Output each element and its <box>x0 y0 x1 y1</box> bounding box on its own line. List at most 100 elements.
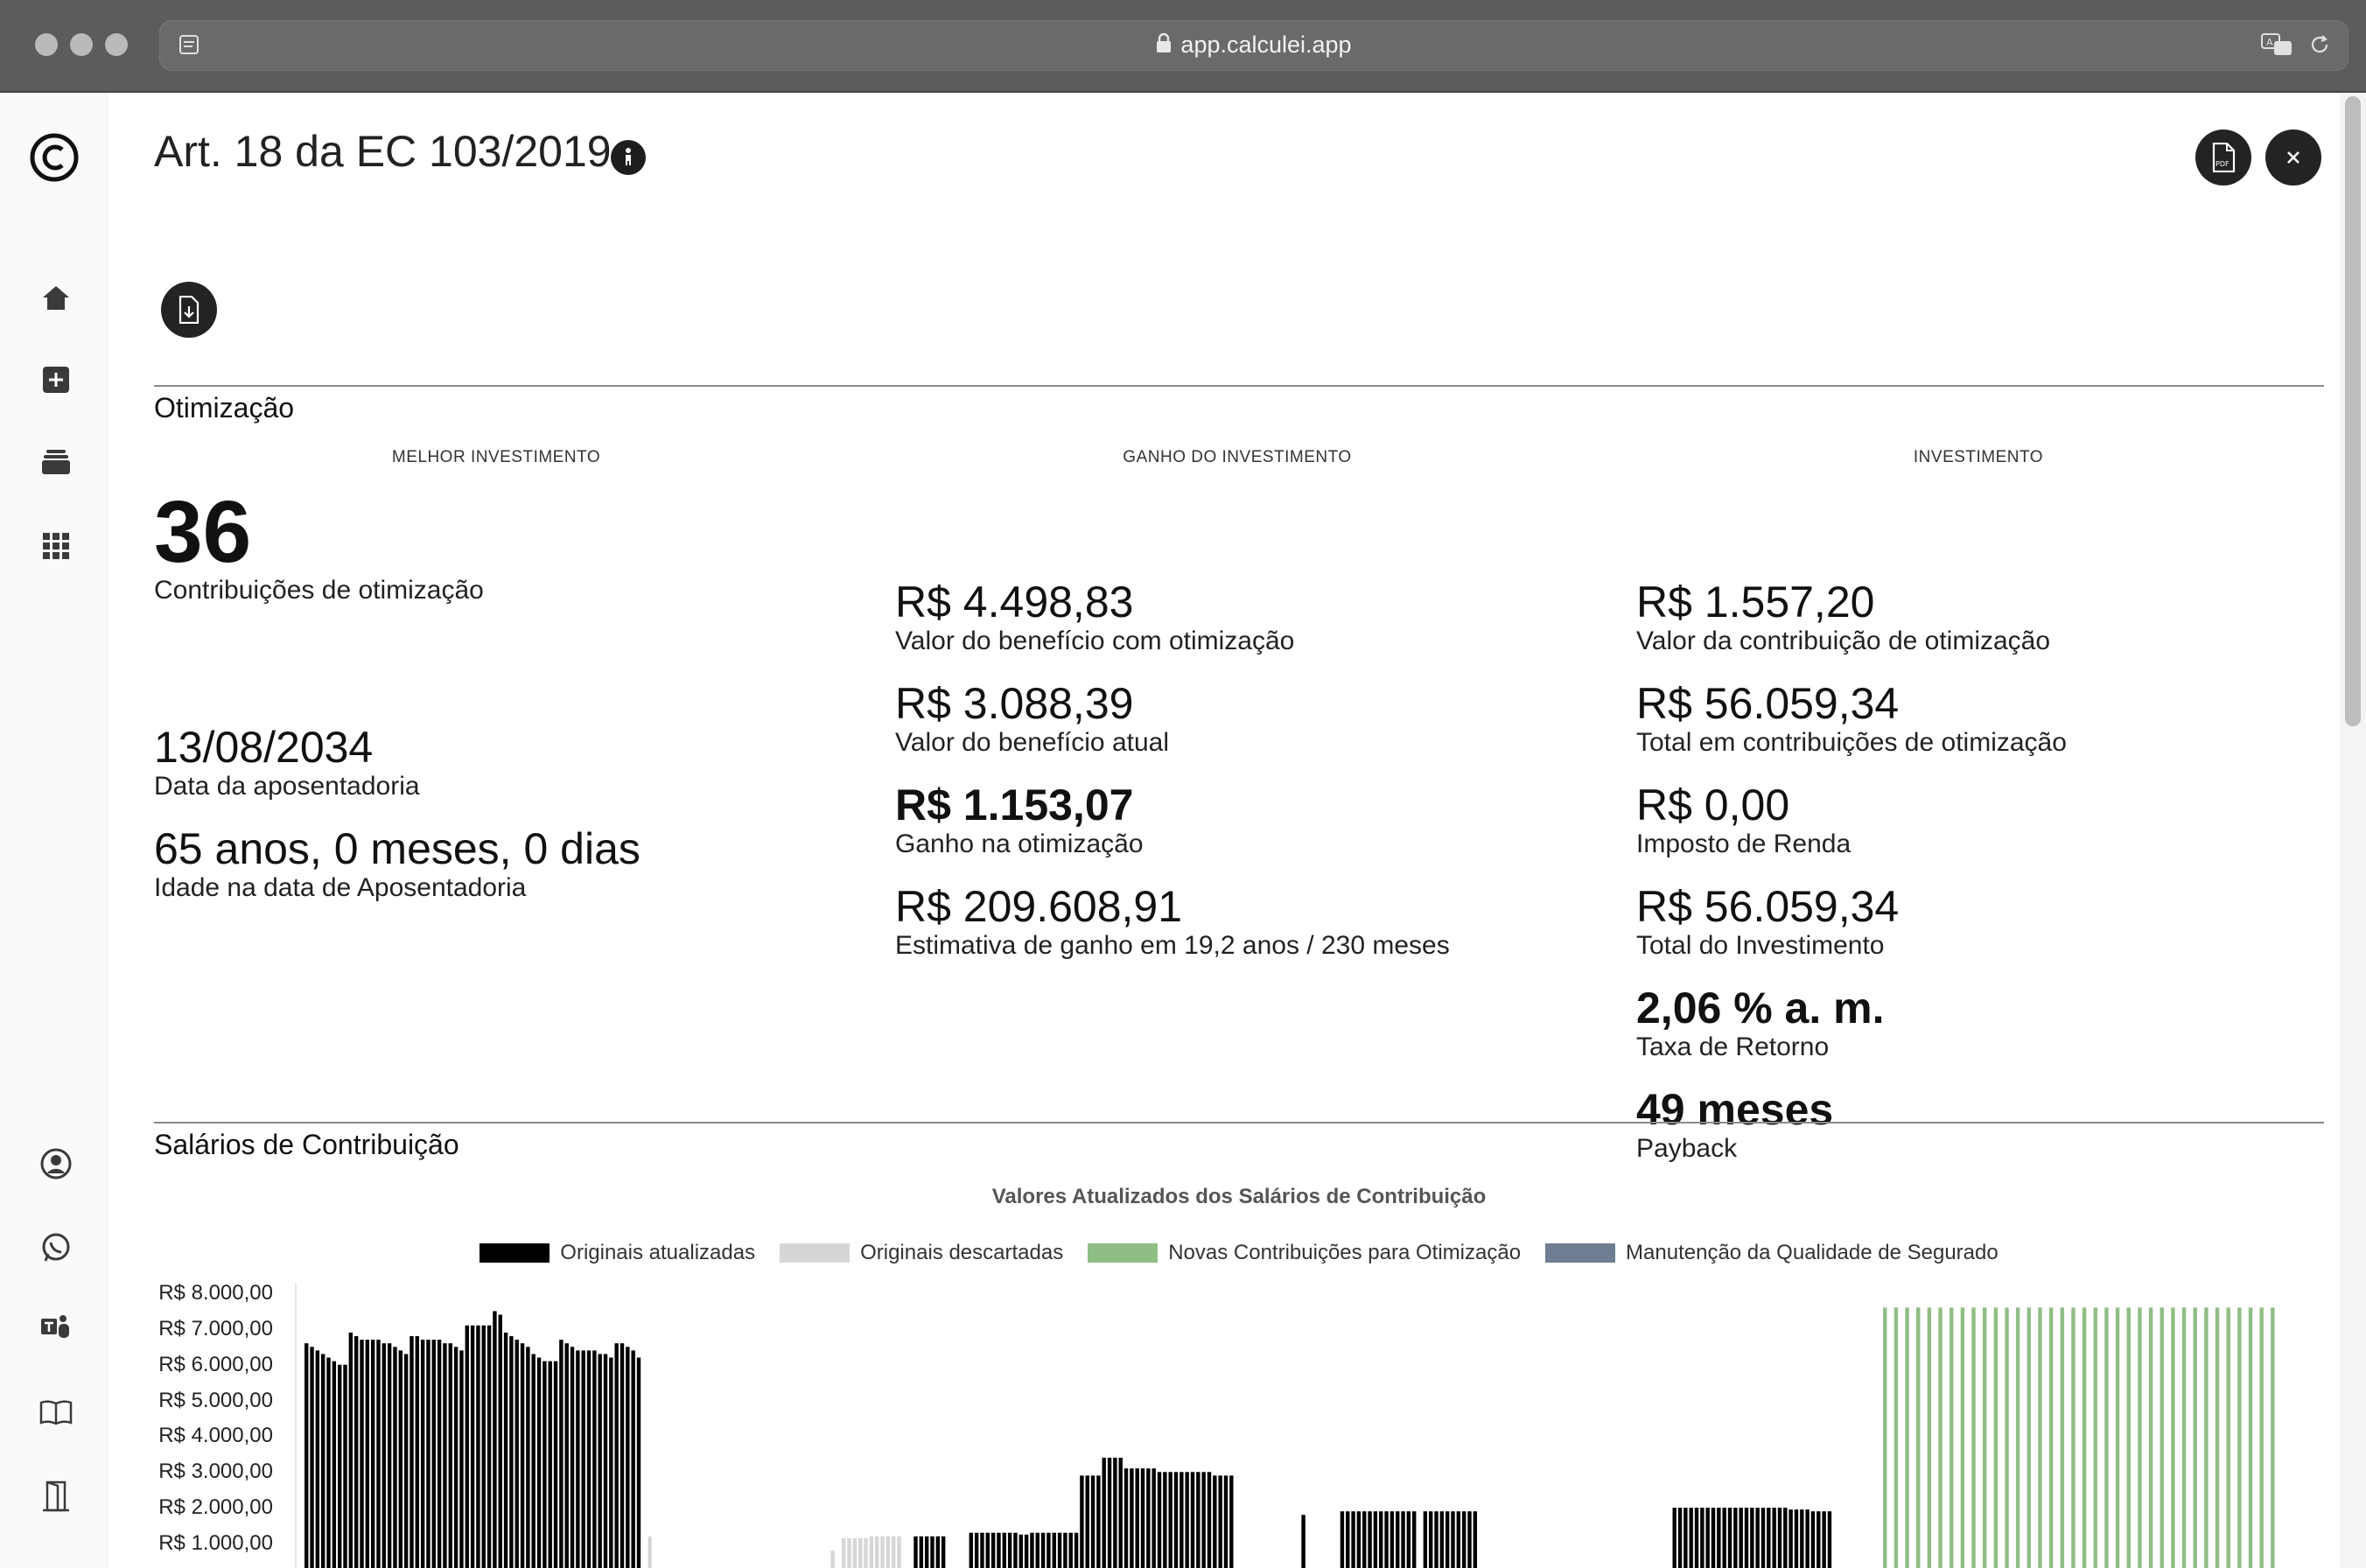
chart-bar[interactable] <box>2104 1307 2109 1568</box>
chart-bar[interactable] <box>542 1361 547 1568</box>
chart-bar[interactable] <box>520 1343 525 1568</box>
chart-bar[interactable] <box>1196 1472 1200 1568</box>
chart-bar[interactable] <box>1916 1307 1921 1568</box>
chart-bar[interactable] <box>1800 1509 1804 1568</box>
chart-bar[interactable] <box>1993 1307 1998 1568</box>
calculei-logo-icon[interactable] <box>28 131 80 184</box>
reload-icon[interactable] <box>2307 32 2332 61</box>
chart-bar[interactable] <box>1406 1511 1411 1568</box>
chart-bar[interactable] <box>1739 1508 1743 1568</box>
chart-bar[interactable] <box>1401 1511 1405 1568</box>
chart-bar[interactable] <box>548 1361 552 1568</box>
chart-bar[interactable] <box>2115 1307 2120 1568</box>
chart-bar[interactable] <box>1727 1508 1732 1568</box>
chart-bar[interactable] <box>1733 1508 1738 1568</box>
chart-bar[interactable] <box>1822 1511 1826 1568</box>
chart-bar[interactable] <box>1218 1475 1222 1568</box>
chart-bar[interactable] <box>1030 1532 1034 1568</box>
chart-bar[interactable] <box>1379 1511 1383 1568</box>
chart-bar[interactable] <box>1461 1511 1466 1568</box>
chart-bar[interactable] <box>1772 1508 1776 1568</box>
chart-bar[interactable] <box>1040 1532 1046 1568</box>
chart-bar[interactable] <box>354 1336 359 1568</box>
chart-bar[interactable] <box>443 1343 447 1568</box>
chart-bar[interactable] <box>1760 1508 1766 1568</box>
chart-bar[interactable] <box>1096 1475 1101 1568</box>
chart-bar[interactable] <box>914 1536 918 1568</box>
chart-bar[interactable] <box>1024 1534 1029 1568</box>
chart-bar[interactable] <box>1229 1475 1234 1568</box>
chart-bar[interactable] <box>2005 1307 2009 1568</box>
export-pdf-button[interactable]: PDF <box>2195 130 2251 186</box>
chart-bar[interactable] <box>1390 1511 1395 1568</box>
chart-bar[interactable] <box>874 1536 879 1568</box>
chart-bar[interactable] <box>997 1532 1001 1568</box>
grid-icon[interactable] <box>35 525 77 567</box>
chart-bar[interactable] <box>974 1532 979 1568</box>
chart-bar[interactable] <box>365 1340 370 1568</box>
chart-bar[interactable] <box>1340 1511 1345 1568</box>
chart-bar[interactable] <box>1805 1509 1810 1568</box>
chart-bar[interactable] <box>858 1537 863 1568</box>
chart-bar[interactable] <box>1130 1468 1134 1568</box>
chart-bar[interactable] <box>631 1350 635 1568</box>
chart-bar[interactable] <box>1434 1511 1438 1568</box>
chart-bar[interactable] <box>315 1350 320 1568</box>
chart-bar[interactable] <box>586 1350 592 1568</box>
teams-icon[interactable] <box>35 1307 77 1349</box>
chart-bar[interactable] <box>360 1340 364 1568</box>
chart-bar[interactable] <box>1356 1511 1362 1568</box>
chart-bar[interactable] <box>1750 1508 1754 1568</box>
chart-bar[interactable] <box>1711 1508 1716 1568</box>
chart-bar[interactable] <box>1124 1468 1129 1568</box>
chart-bar[interactable] <box>1905 1307 1909 1568</box>
chart-bar[interactable] <box>1445 1511 1450 1568</box>
chart-bar[interactable] <box>1013 1532 1018 1568</box>
chart-bar[interactable] <box>1473 1511 1478 1568</box>
translate-icon[interactable]: A <box>2260 32 2293 62</box>
chart-bar[interactable] <box>398 1350 403 1568</box>
chart-bar[interactable] <box>564 1343 569 1568</box>
chart-bar[interactable] <box>1705 1508 1710 1568</box>
chart-bar[interactable] <box>852 1537 858 1568</box>
chart-bar[interactable] <box>1971 1307 1976 1568</box>
chart-bar[interactable] <box>382 1343 387 1568</box>
chart-bar[interactable] <box>1035 1532 1040 1568</box>
chart-bar[interactable] <box>1982 1307 1987 1568</box>
whatsapp-icon[interactable] <box>35 1227 77 1269</box>
chart-bar[interactable] <box>536 1357 542 1568</box>
chart-bar[interactable] <box>326 1357 331 1568</box>
chart-bar[interactable] <box>1960 1307 1965 1568</box>
chart-bar[interactable] <box>1428 1511 1433 1568</box>
chart-bar[interactable] <box>1883 1307 1887 1568</box>
stack-icon[interactable] <box>35 441 77 483</box>
chart-bar[interactable] <box>459 1350 464 1568</box>
chart-bar[interactable] <box>1118 1457 1123 1568</box>
chart-bar[interactable] <box>465 1325 469 1568</box>
chart-bar[interactable] <box>1783 1508 1788 1568</box>
chart-bar[interactable] <box>1140 1468 1145 1568</box>
plus-square-icon[interactable] <box>35 359 77 401</box>
chart-bar[interactable] <box>2093 1307 2097 1568</box>
chart-bar[interactable] <box>1677 1508 1683 1568</box>
chart-bar[interactable] <box>1722 1508 1726 1568</box>
reader-icon[interactable] <box>178 33 202 62</box>
chart-bar[interactable] <box>1362 1511 1367 1568</box>
chart-bar[interactable] <box>1018 1534 1023 1568</box>
chart-bar[interactable] <box>1368 1511 1372 1568</box>
window-minimize-dot[interactable] <box>70 33 93 56</box>
chart-bar[interactable] <box>2193 1307 2197 1568</box>
chart-bar[interactable] <box>1173 1472 1179 1568</box>
chart-bar[interactable] <box>1113 1457 1117 1568</box>
window-zoom-dot[interactable] <box>105 33 128 56</box>
chart-bar[interactable] <box>526 1347 530 1568</box>
chart-bar[interactable] <box>493 1311 497 1568</box>
chart-bar[interactable] <box>2171 1307 2175 1568</box>
chart-bar[interactable] <box>420 1340 425 1568</box>
chart-bar[interactable] <box>1689 1508 1693 1568</box>
chart-bar[interactable] <box>498 1314 502 1568</box>
chart-bar[interactable] <box>531 1354 536 1568</box>
chart-bar[interactable] <box>1007 1532 1012 1568</box>
chart-bar[interactable] <box>1950 1307 1954 1568</box>
chart-bar[interactable] <box>941 1536 946 1568</box>
